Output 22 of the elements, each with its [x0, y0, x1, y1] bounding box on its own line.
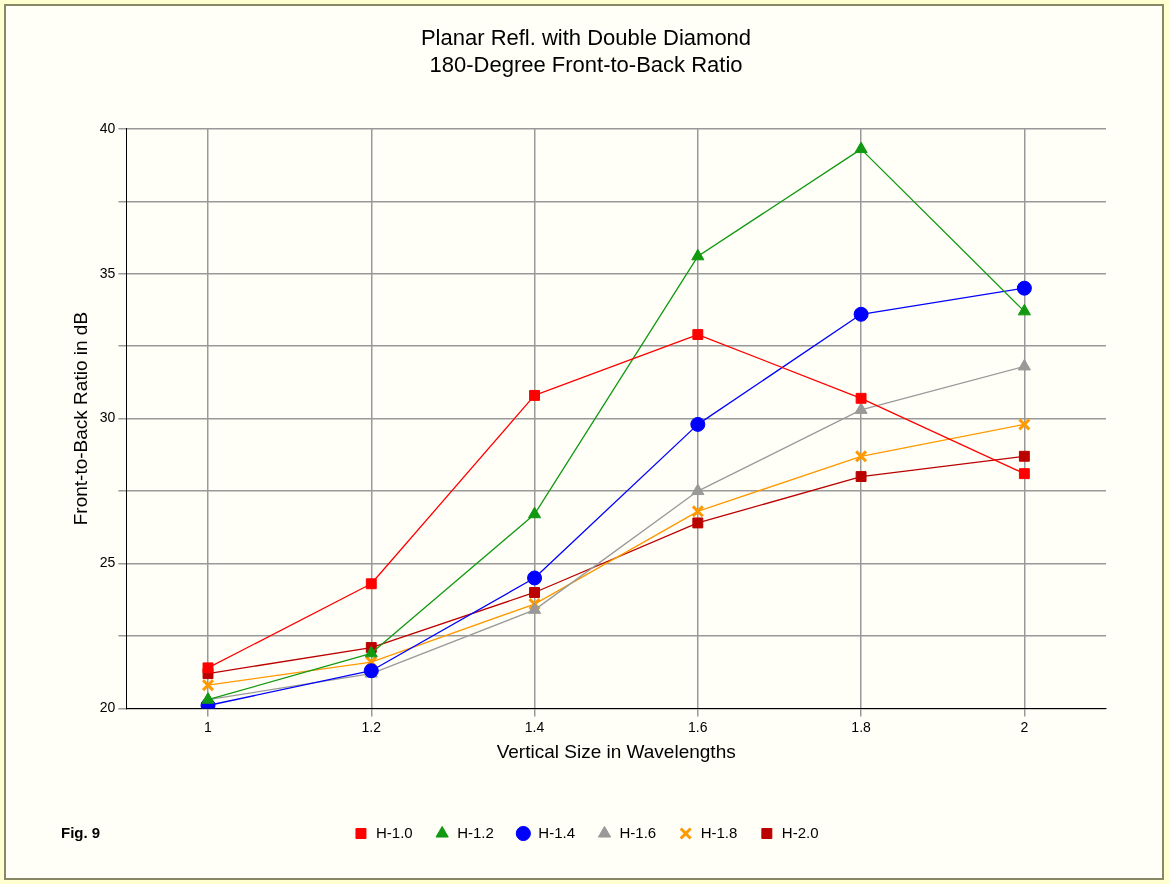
- text: 180-Degree Front-to-Back Ratio: [429, 51, 743, 77]
- y-tick-label: 35: [99, 264, 116, 281]
- legend-label: H-2.0: [781, 823, 819, 841]
- legend-label: H-1.8: [700, 823, 738, 841]
- x-axis-title: Vertical Size in Wavelengths: [496, 740, 736, 762]
- legend-label: H-1.6: [619, 823, 657, 841]
- x-tick-label: 1.2: [361, 718, 382, 735]
- text: Planar Refl. with Double Diamond: [420, 25, 752, 51]
- y-tick-label: 40: [99, 119, 116, 136]
- y-tick-label: 25: [99, 554, 116, 571]
- legend-label: H-1.0: [375, 823, 413, 841]
- caption: Fig. 9: [61, 824, 101, 842]
- x-tick-label: 1.4: [524, 718, 545, 735]
- x-tick-label: 2: [1020, 718, 1029, 735]
- legend-label: H-1.2: [457, 823, 494, 841]
- x-tick-label: 1: [204, 718, 213, 735]
- x-tick-label: 1.8: [851, 718, 872, 735]
- y-tick-label: 30: [99, 409, 116, 426]
- y-tick-label: 20: [99, 699, 116, 716]
- x-tick-label: 1.6: [688, 718, 708, 735]
- legend-label: H-1.4: [538, 823, 576, 841]
- y-axis-title: Front-to-Back Ratio in dB: [69, 311, 91, 526]
